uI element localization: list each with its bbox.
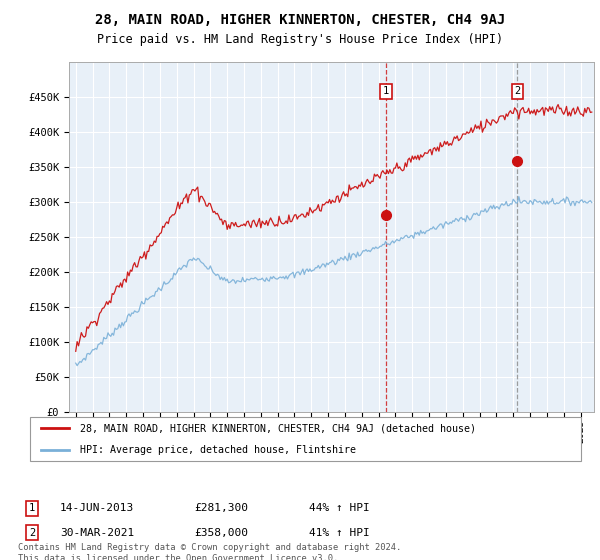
Text: Contains HM Land Registry data © Crown copyright and database right 2024.
This d: Contains HM Land Registry data © Crown c… [18, 543, 401, 560]
Text: 1: 1 [29, 503, 35, 514]
Text: HPI: Average price, detached house, Flintshire: HPI: Average price, detached house, Flin… [80, 445, 356, 455]
FancyBboxPatch shape [30, 417, 581, 461]
Text: £358,000: £358,000 [194, 528, 248, 538]
Text: 2: 2 [29, 528, 35, 538]
Text: 41% ↑ HPI: 41% ↑ HPI [309, 528, 370, 538]
Text: 30-MAR-2021: 30-MAR-2021 [60, 528, 134, 538]
Text: 44% ↑ HPI: 44% ↑ HPI [309, 503, 370, 514]
Text: 1: 1 [383, 86, 389, 96]
Text: 28, MAIN ROAD, HIGHER KINNERTON, CHESTER, CH4 9AJ (detached house): 28, MAIN ROAD, HIGHER KINNERTON, CHESTER… [80, 423, 476, 433]
Text: £281,300: £281,300 [194, 503, 248, 514]
Text: 2: 2 [514, 86, 521, 96]
Text: Price paid vs. HM Land Registry's House Price Index (HPI): Price paid vs. HM Land Registry's House … [97, 33, 503, 46]
Text: 28, MAIN ROAD, HIGHER KINNERTON, CHESTER, CH4 9AJ: 28, MAIN ROAD, HIGHER KINNERTON, CHESTER… [95, 13, 505, 27]
Text: 14-JUN-2013: 14-JUN-2013 [60, 503, 134, 514]
